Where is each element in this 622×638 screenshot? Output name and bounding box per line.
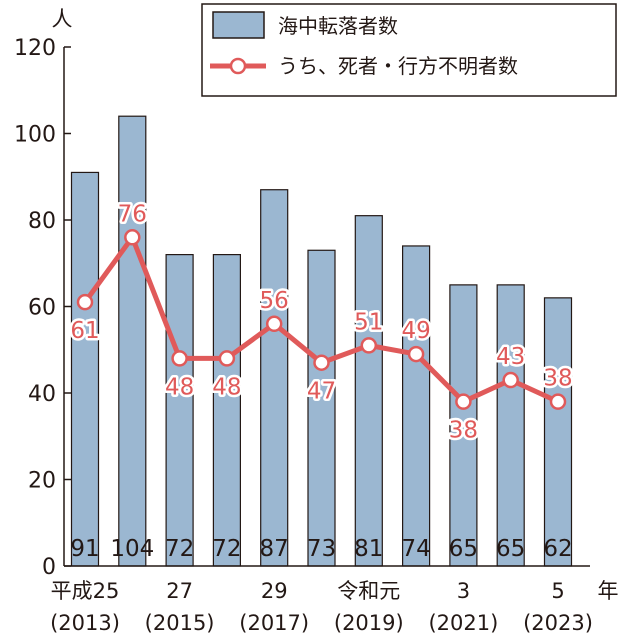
x-tick-label-era: 5 (551, 579, 564, 603)
bar-value-label: 87 (260, 536, 289, 562)
line-point (76, 293, 94, 311)
y-tick-label: 120 (14, 36, 56, 61)
line-point-label: 47 (307, 379, 336, 405)
bar (496, 284, 525, 567)
x-tick-label-year: (2021) (428, 611, 498, 635)
y-unit-label: 人 (52, 7, 73, 31)
line-point-label: 48 (212, 374, 241, 400)
bar (307, 249, 336, 567)
y-tick-label: 60 (28, 296, 56, 321)
line-point-label: 76 (118, 201, 147, 227)
bar (543, 297, 573, 567)
y-axis: 0 20 40 60 80 100 120 (14, 36, 590, 580)
x-tick-label-era: 平成25 (51, 579, 120, 603)
line-point-label: 51 (354, 309, 383, 335)
legend-box (201, 3, 617, 97)
x-tick-label-era: 3 (457, 579, 470, 603)
y-tick-label: 100 (14, 123, 56, 148)
bar-value-label: 74 (401, 536, 430, 562)
y-tick-label: 20 (28, 469, 56, 494)
bar-value-label: 65 (449, 536, 478, 562)
line-point-label: 61 (70, 318, 99, 344)
bar (402, 245, 431, 567)
line-point (455, 393, 472, 410)
line-point-label: 38 (449, 418, 478, 444)
bar-value-label: 65 (496, 536, 525, 562)
line-point (360, 337, 378, 354)
bars-layer: 91 104 72 72 87 73 81 74 65 65 62 (70, 115, 573, 567)
legend: 海中転落者数 うち、死者・行方不明者数 (201, 3, 617, 97)
bar (70, 171, 100, 567)
bar-value-label: 81 (354, 536, 383, 562)
legend-line-label: うち、死者・行方不明者数 (278, 54, 518, 78)
y-tick-label: 0 (42, 555, 56, 580)
line-point (407, 345, 425, 363)
x-tick-label-year: (2019) (334, 611, 404, 635)
x-unit-label: 年 (598, 579, 619, 603)
bar (354, 215, 383, 567)
x-tick-label-year: (2023) (523, 611, 593, 635)
line-point (265, 315, 283, 333)
legend-line-marker (229, 57, 247, 75)
bar (118, 115, 147, 567)
line-point-label: 43 (496, 344, 525, 370)
bar (260, 189, 289, 567)
line-point (218, 350, 236, 367)
x-tick-label-year: (2017) (239, 611, 309, 635)
bar-value-label: 73 (307, 536, 336, 562)
bar (165, 254, 194, 567)
bar (449, 284, 478, 567)
bar-value-label: 72 (165, 536, 194, 562)
line-point-label: 38 (543, 366, 572, 392)
x-tick-label-era: 27 (166, 579, 193, 603)
bar-value-label: 91 (70, 536, 99, 562)
x-axis-labels: 平成25 (2013) 27 (2015) 29 (2017) 令和元 (2019) 3 (202… (50, 579, 593, 635)
line-point (171, 350, 188, 367)
legend-bar-swatch (212, 11, 265, 39)
y-tick-label: 80 (28, 209, 56, 234)
x-tick-label-year: (2015) (145, 611, 215, 635)
bar-value-label: 62 (543, 536, 572, 562)
x-tick-label-era: 令和元 (337, 579, 400, 603)
line-point (549, 393, 567, 410)
line-point (124, 229, 141, 246)
legend-bar-label: 海中転落者数 (278, 14, 398, 38)
bar (212, 254, 241, 567)
line-point-label: 49 (401, 318, 430, 344)
x-tick-label-era: 29 (261, 579, 288, 603)
bar-value-label: 72 (212, 536, 241, 562)
bar-value-label: 104 (110, 536, 154, 562)
line-point (313, 354, 330, 371)
line-point (502, 371, 519, 389)
line-point-label: 56 (260, 288, 289, 314)
y-tick-label: 40 (28, 382, 56, 407)
x-tick-label-year: (2013) (50, 611, 120, 635)
line-series-layer: 61 76 48 48 56 47 51 49 38 43 38 (68, 199, 575, 446)
line-point-label: 48 (165, 374, 194, 400)
